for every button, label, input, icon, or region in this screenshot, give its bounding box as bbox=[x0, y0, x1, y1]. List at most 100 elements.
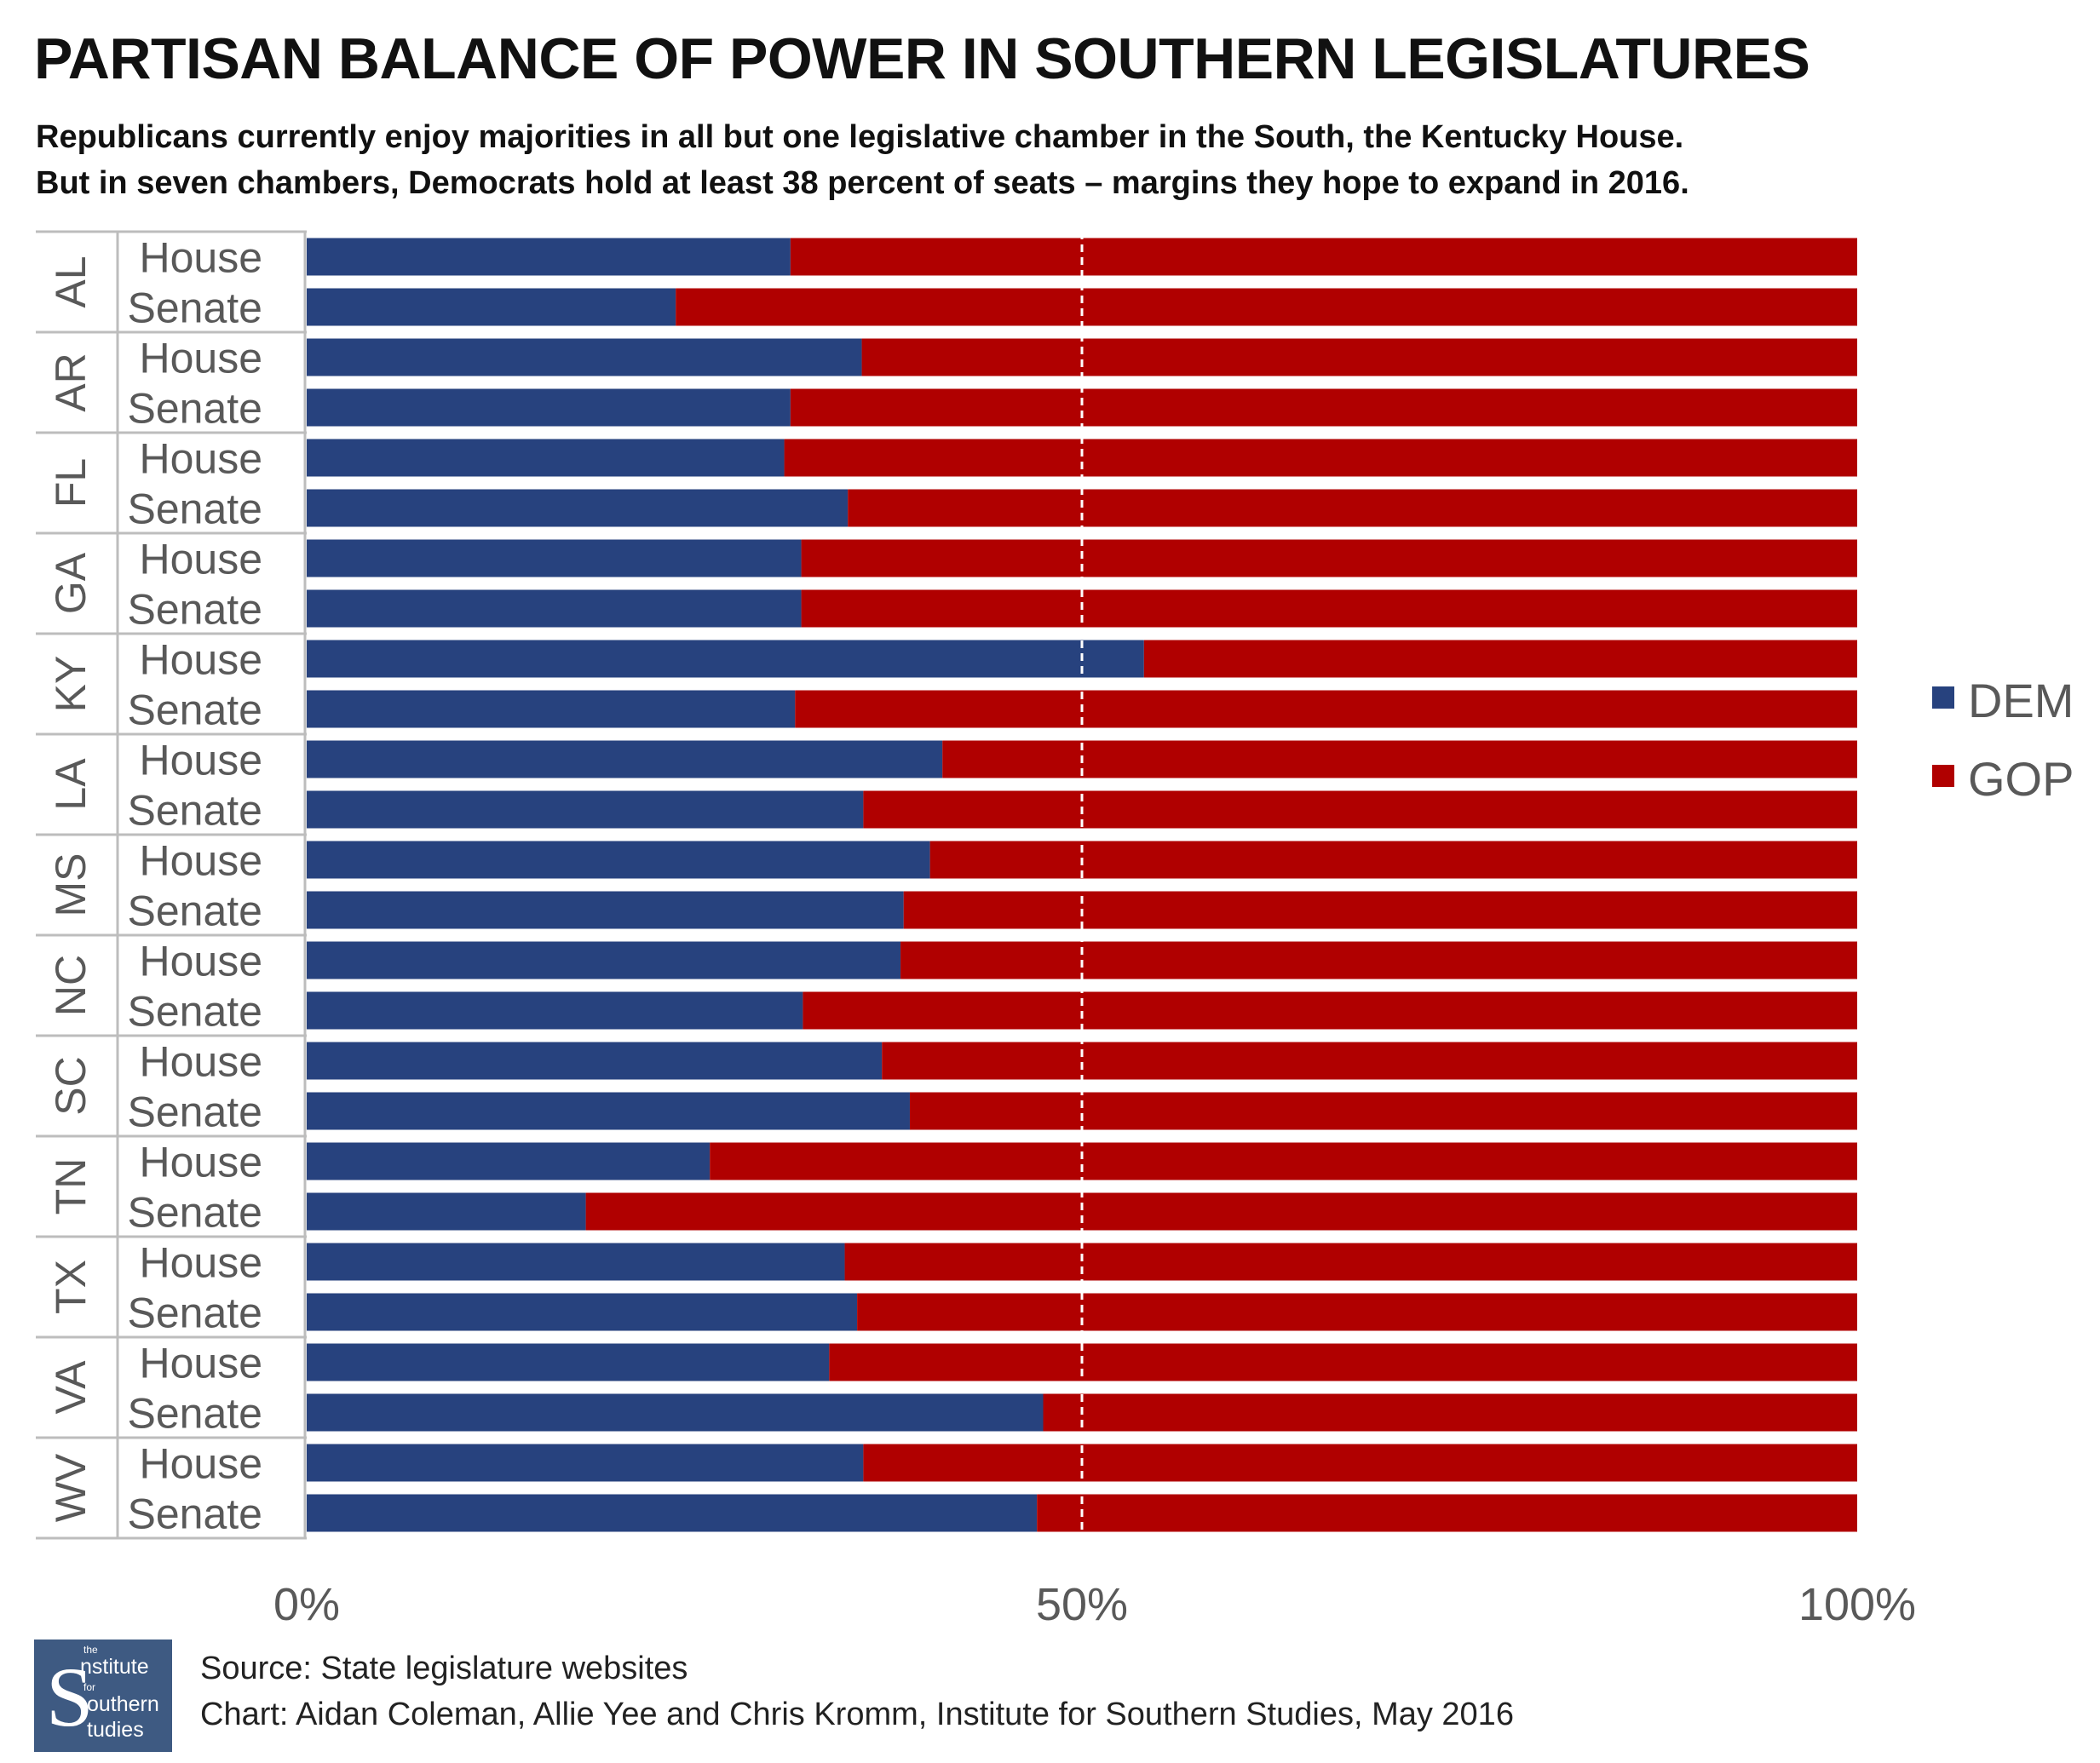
x-tick-label: 50% bbox=[1036, 1579, 1128, 1630]
bar-gop-ar-house bbox=[861, 338, 1857, 376]
bar-dem-ms-senate bbox=[307, 891, 904, 929]
bar-gop-ar-senate bbox=[790, 388, 1857, 427]
chamber-label-ms-senate: Senate bbox=[128, 887, 262, 935]
state-label-wv: WV bbox=[47, 1453, 95, 1522]
bar-gop-tx-senate bbox=[857, 1293, 1857, 1331]
bar-dem-sc-house bbox=[307, 1042, 883, 1080]
bar-dem-tn-senate bbox=[307, 1192, 586, 1231]
bar-gop-ky-senate bbox=[795, 690, 1857, 728]
chamber-label-sc-house: House bbox=[139, 1038, 262, 1086]
chamber-label-nc-senate: Senate bbox=[128, 988, 262, 1036]
bar-dem-ar-house bbox=[307, 338, 862, 376]
state-label-ga: GA bbox=[47, 552, 95, 614]
state-label-va: VA bbox=[47, 1360, 95, 1415]
chamber-label-ky-senate: Senate bbox=[128, 686, 262, 734]
bar-gop-ga-senate bbox=[801, 589, 1857, 628]
institute-for-southern-studies-logo: S the nstitute for outhern tudies bbox=[34, 1640, 172, 1752]
chamber-label-va-house: House bbox=[139, 1340, 262, 1387]
bar-dem-ga-house bbox=[307, 539, 802, 577]
bar-dem-al-senate bbox=[307, 288, 676, 326]
state-label-ar: AR bbox=[47, 353, 95, 411]
bar-gop-nc-senate bbox=[803, 991, 1857, 1030]
bar-gop-nc-house bbox=[900, 941, 1857, 979]
chamber-label-al-house: House bbox=[139, 234, 262, 282]
chamber-label-sc-senate: Senate bbox=[128, 1088, 262, 1136]
logo-text-tudies: tudies bbox=[87, 1718, 144, 1742]
chamber-label-fl-house: House bbox=[139, 435, 262, 483]
source-note: Source: State legislature websites bbox=[200, 1651, 688, 1686]
logo-text-outhern: outhern bbox=[87, 1692, 159, 1716]
chamber-label-ga-house: House bbox=[139, 536, 262, 583]
chamber-label-nc-house: House bbox=[139, 938, 262, 985]
chamber-label-la-senate: Senate bbox=[128, 787, 262, 835]
state-label-tn: TN bbox=[47, 1158, 95, 1215]
state-label-al: AL bbox=[47, 256, 95, 307]
chamber-label-ky-house: House bbox=[139, 636, 262, 684]
chamber-label-la-house: House bbox=[139, 737, 262, 784]
legend-label-dem: DEM bbox=[1968, 674, 2074, 727]
bar-dem-va-senate bbox=[307, 1393, 1044, 1432]
bar-dem-ms-house bbox=[307, 841, 930, 879]
bar-dem-la-house bbox=[307, 740, 943, 778]
state-label-ms: MS bbox=[47, 853, 95, 917]
bar-gop-ms-senate bbox=[903, 891, 1857, 929]
state-label-nc: NC bbox=[47, 955, 95, 1016]
state-label-fl: FL bbox=[47, 458, 95, 508]
bar-gop-sc-senate bbox=[909, 1092, 1857, 1130]
logo-text-nstitute: nstitute bbox=[80, 1655, 149, 1679]
x-tick-label: 0% bbox=[273, 1579, 340, 1630]
chamber-label-tx-house: House bbox=[139, 1239, 262, 1287]
bar-gop-tx-house bbox=[844, 1243, 1857, 1281]
chart-subtitle-line-1: Republicans currently enjoy majorities i… bbox=[36, 119, 1684, 155]
bar-dem-ky-house bbox=[307, 640, 1144, 678]
bar-gop-sc-house bbox=[882, 1042, 1857, 1080]
state-label-ky: KY bbox=[47, 656, 95, 713]
bar-gop-tn-house bbox=[710, 1142, 1858, 1180]
bar-dem-tn-house bbox=[307, 1142, 711, 1180]
legend-label-gop: GOP bbox=[1968, 752, 2074, 806]
chamber-label-wv-senate: Senate bbox=[128, 1490, 262, 1538]
bar-dem-nc-senate bbox=[307, 991, 803, 1030]
chamber-label-tn-house: House bbox=[139, 1139, 262, 1186]
bar-gop-fl-house bbox=[784, 439, 1857, 477]
state-label-sc: SC bbox=[47, 1056, 95, 1115]
bar-dem-ga-senate bbox=[307, 589, 802, 628]
chamber-label-ar-house: House bbox=[139, 335, 262, 382]
logo-s-glyph: S bbox=[46, 1650, 94, 1744]
bar-gop-va-senate bbox=[1043, 1393, 1857, 1432]
x-tick-label: 100% bbox=[1798, 1579, 1916, 1630]
chamber-label-tn-senate: Senate bbox=[128, 1189, 262, 1237]
bar-gop-va-house bbox=[829, 1343, 1857, 1381]
bar-dem-nc-house bbox=[307, 941, 901, 979]
chamber-label-fl-senate: Senate bbox=[128, 485, 262, 533]
bar-dem-fl-senate bbox=[307, 489, 849, 527]
bar-gop-fl-senate bbox=[848, 489, 1858, 527]
state-label-la: LA bbox=[47, 758, 95, 811]
bar-gop-la-house bbox=[942, 740, 1857, 778]
chamber-label-va-senate: Senate bbox=[128, 1390, 262, 1438]
legend-swatch-dem bbox=[1932, 686, 1954, 709]
bar-dem-ky-senate bbox=[307, 690, 796, 728]
bar-gop-tn-senate bbox=[585, 1192, 1857, 1231]
logo-text-the: the bbox=[83, 1644, 98, 1656]
state-label-tx: TX bbox=[47, 1260, 95, 1314]
chamber-label-ar-senate: Senate bbox=[128, 385, 262, 433]
chart-title: PARTISAN BALANCE OF POWER IN SOUTHERN LE… bbox=[34, 26, 1810, 91]
bar-dem-la-senate bbox=[307, 790, 864, 829]
bar-gop-al-house bbox=[790, 238, 1857, 276]
bar-gop-al-senate bbox=[676, 288, 1858, 326]
bar-dem-tx-house bbox=[307, 1243, 845, 1281]
chamber-label-ms-house: House bbox=[139, 837, 262, 885]
bar-dem-wv-senate bbox=[307, 1494, 1038, 1532]
chart-subtitle-line-2: But in seven chambers, Democrats hold at… bbox=[36, 165, 1689, 201]
chamber-label-al-senate: Senate bbox=[128, 284, 262, 332]
bar-dem-va-house bbox=[307, 1343, 830, 1381]
bar-dem-al-house bbox=[307, 238, 791, 276]
bar-dem-fl-house bbox=[307, 439, 785, 477]
bar-dem-wv-house bbox=[307, 1444, 864, 1482]
bar-dem-tx-senate bbox=[307, 1293, 858, 1331]
chamber-label-tx-senate: Senate bbox=[128, 1289, 262, 1337]
bar-gop-ga-house bbox=[801, 539, 1857, 577]
bar-dem-ar-senate bbox=[307, 388, 791, 427]
